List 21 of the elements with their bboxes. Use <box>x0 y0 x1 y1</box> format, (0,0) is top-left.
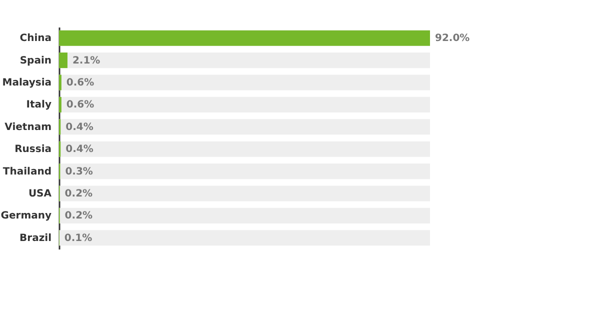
data-label: 0.6% <box>66 100 94 111</box>
y-tick-label: Thailand <box>2 166 52 178</box>
data-label: 0.6% <box>66 78 94 88</box>
y-tick-label: Spain <box>20 55 52 66</box>
y-tick-label: Italy <box>26 100 52 111</box>
y-tick-label: China <box>20 33 52 44</box>
data-label: 0.4% <box>66 144 94 156</box>
data-label: 0.3% <box>65 166 93 178</box>
bar <box>59 52 68 68</box>
y-tick-label: USA <box>28 188 52 200</box>
data-label: 2.1% <box>72 55 100 66</box>
y-tick-label: Vietnam <box>4 122 52 133</box>
data-label: 0.4% <box>66 122 94 133</box>
y-tick-label: Germany <box>0 210 52 222</box>
data-label: 0.2% <box>64 210 93 222</box>
data-label: 0.1% <box>64 232 92 244</box>
y-tick-label: Malaysia <box>2 78 52 88</box>
data-label: 92.0% <box>435 33 470 44</box>
y-tick-label: Brazil <box>20 232 52 244</box>
y-tick-label: Russia <box>14 144 52 156</box>
data-label: 0.2% <box>64 188 93 200</box>
